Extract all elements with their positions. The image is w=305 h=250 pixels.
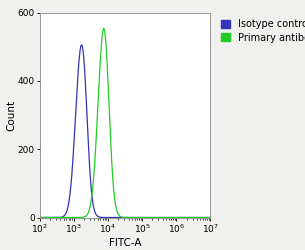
- Legend: Isotype control, Primary antibody: Isotype control, Primary antibody: [219, 17, 305, 45]
- X-axis label: FITC-A: FITC-A: [109, 238, 141, 248]
- Y-axis label: Count: Count: [6, 100, 16, 130]
